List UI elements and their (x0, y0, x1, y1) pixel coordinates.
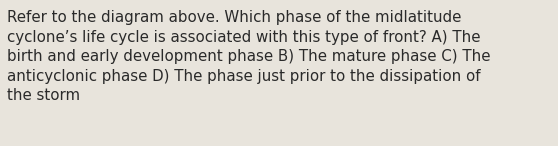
Text: Refer to the diagram above. Which phase of the midlatitude
cyclone’s life cycle : Refer to the diagram above. Which phase … (7, 10, 490, 104)
